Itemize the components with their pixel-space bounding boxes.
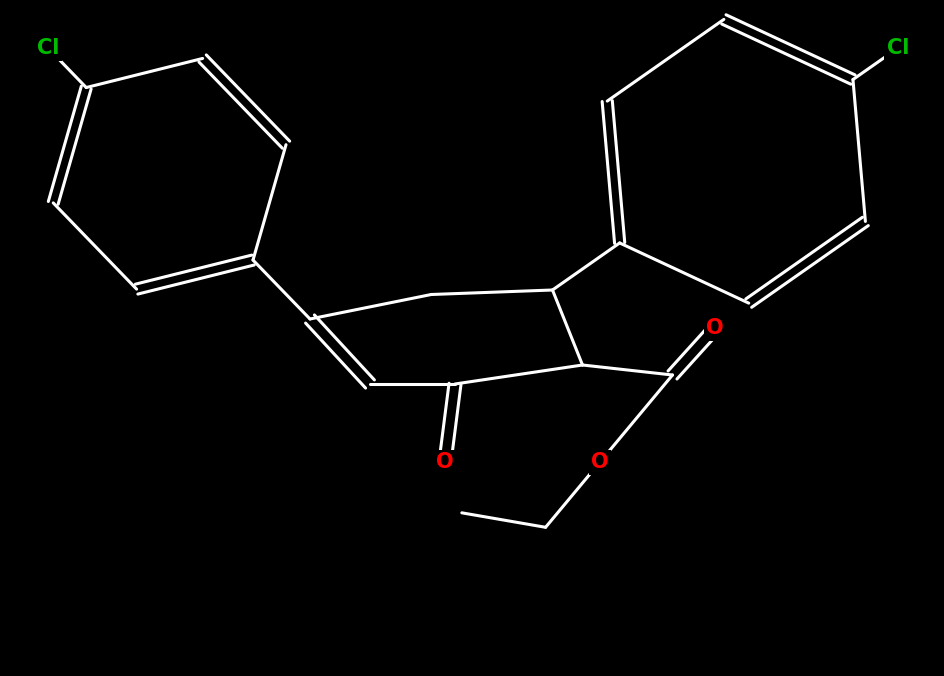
Text: Cl: Cl (37, 38, 59, 58)
Text: O: O (706, 318, 724, 338)
Text: Cl: Cl (886, 38, 909, 58)
Text: O: O (591, 452, 609, 472)
Text: O: O (436, 452, 454, 472)
